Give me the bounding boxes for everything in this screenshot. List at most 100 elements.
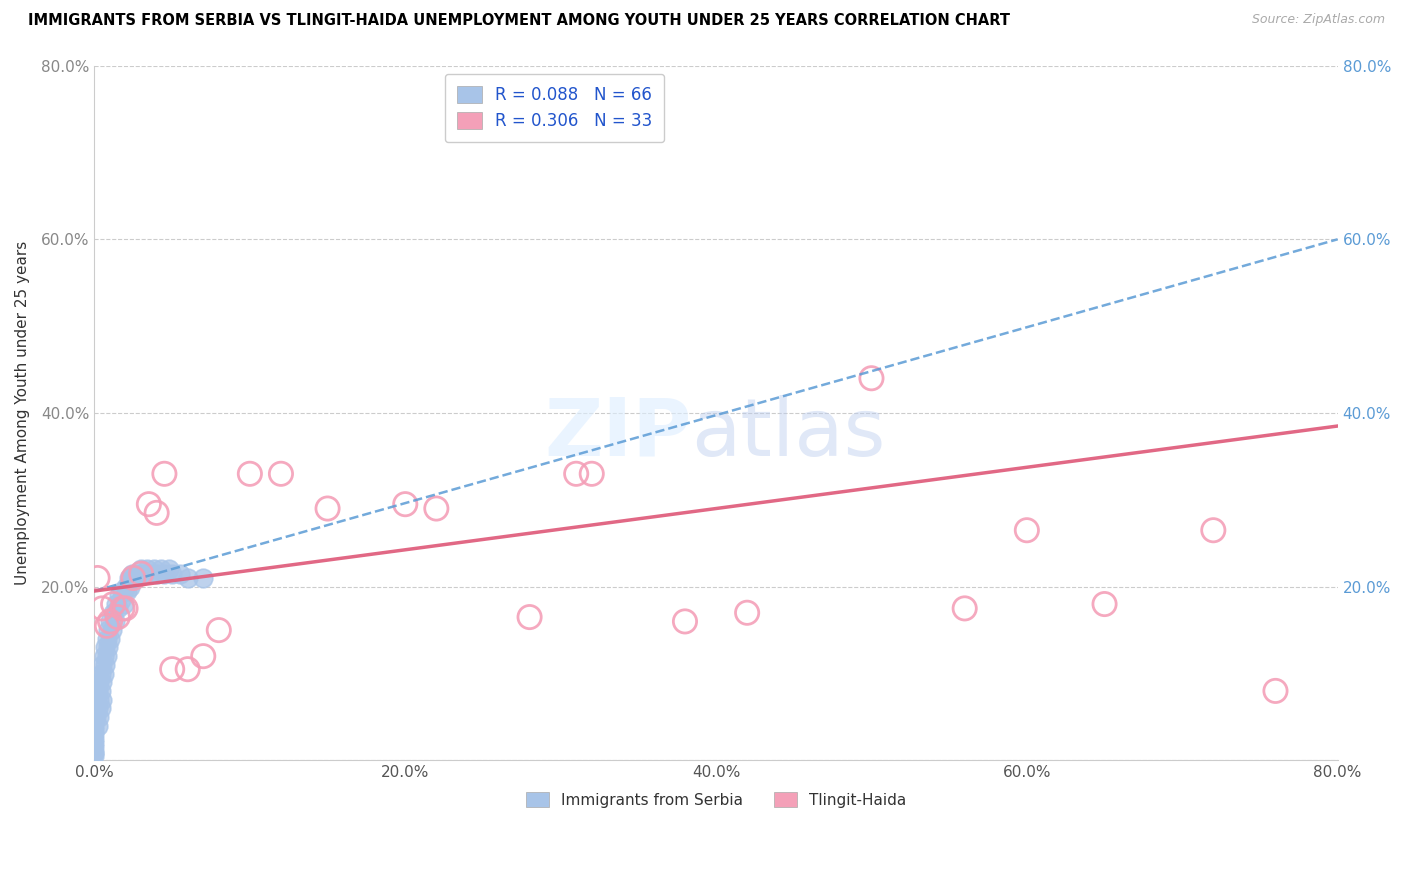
Point	[160, 662, 183, 676]
Point	[160, 566, 183, 581]
Point	[93, 649, 115, 664]
Point	[90, 684, 112, 698]
Point	[122, 571, 145, 585]
Point	[98, 632, 121, 646]
Point	[89, 710, 111, 724]
Point	[111, 584, 134, 599]
Point	[86, 719, 108, 733]
Point	[83, 701, 105, 715]
Point	[121, 566, 143, 581]
Point	[1015, 523, 1038, 537]
Point	[93, 666, 115, 681]
Point	[84, 710, 107, 724]
Point	[97, 640, 120, 655]
Point	[107, 610, 129, 624]
Point	[136, 562, 159, 576]
Point	[193, 571, 215, 585]
Point	[83, 747, 105, 761]
Point	[150, 562, 173, 576]
Point	[118, 571, 141, 585]
Point	[177, 571, 200, 585]
Point	[153, 566, 176, 581]
Point	[83, 731, 105, 746]
Point	[208, 623, 231, 637]
Text: atlas: atlas	[692, 395, 886, 473]
Point	[270, 467, 292, 481]
Point	[145, 566, 167, 581]
Point	[177, 662, 200, 676]
Point	[89, 692, 111, 706]
Point	[112, 597, 135, 611]
Point	[581, 467, 603, 481]
Point	[114, 580, 136, 594]
Point	[83, 736, 105, 750]
Point	[1202, 523, 1225, 537]
Point	[138, 497, 160, 511]
Text: Source: ZipAtlas.com: Source: ZipAtlas.com	[1251, 13, 1385, 27]
Point	[105, 597, 128, 611]
Point	[83, 727, 105, 741]
Point	[83, 740, 105, 755]
Point	[83, 710, 105, 724]
Point	[108, 588, 131, 602]
Point	[111, 601, 134, 615]
Point	[153, 467, 176, 481]
Point	[134, 566, 156, 581]
Point	[91, 675, 114, 690]
Point	[83, 749, 105, 764]
Point	[953, 601, 976, 615]
Point	[86, 684, 108, 698]
Point	[565, 467, 588, 481]
Point	[83, 723, 105, 737]
Point	[142, 562, 165, 576]
Point	[1094, 597, 1116, 611]
Point	[90, 666, 112, 681]
Y-axis label: Unemployment Among Youth under 25 years: Unemployment Among Youth under 25 years	[15, 241, 30, 585]
Point	[122, 571, 145, 585]
Point	[169, 566, 191, 581]
Point	[97, 623, 120, 637]
Point	[673, 615, 696, 629]
Point	[425, 501, 447, 516]
Point	[98, 615, 121, 629]
Point	[127, 566, 149, 581]
Legend: Immigrants from Serbia, Tlingit-Haida: Immigrants from Serbia, Tlingit-Haida	[519, 784, 914, 815]
Point	[394, 497, 416, 511]
Point	[96, 619, 118, 633]
Point	[1264, 684, 1286, 698]
Point	[89, 675, 111, 690]
Point	[125, 571, 148, 585]
Point	[860, 371, 883, 385]
Point	[91, 692, 114, 706]
Point	[94, 640, 117, 655]
Point	[145, 506, 167, 520]
Point	[86, 571, 108, 585]
Point	[83, 714, 105, 729]
Point	[316, 501, 339, 516]
Point	[100, 623, 122, 637]
Point	[94, 657, 117, 672]
Point	[110, 592, 132, 607]
Point	[84, 692, 107, 706]
Point	[157, 562, 180, 576]
Point	[104, 615, 127, 629]
Point	[101, 606, 124, 620]
Text: ZIP: ZIP	[544, 395, 692, 473]
Point	[735, 606, 758, 620]
Point	[239, 467, 262, 481]
Point	[96, 649, 118, 664]
Point	[91, 601, 114, 615]
Point	[83, 719, 105, 733]
Point	[519, 610, 541, 624]
Point	[90, 701, 112, 715]
Point	[120, 580, 142, 594]
Point	[139, 566, 162, 581]
Point	[129, 566, 152, 581]
Text: IMMIGRANTS FROM SERBIA VS TLINGIT-HAIDA UNEMPLOYMENT AMONG YOUTH UNDER 25 YEARS : IMMIGRANTS FROM SERBIA VS TLINGIT-HAIDA …	[28, 13, 1010, 29]
Point	[114, 601, 136, 615]
Point	[86, 701, 108, 715]
Point	[101, 597, 124, 611]
Point	[91, 657, 114, 672]
Point	[83, 745, 105, 759]
Point	[107, 601, 129, 615]
